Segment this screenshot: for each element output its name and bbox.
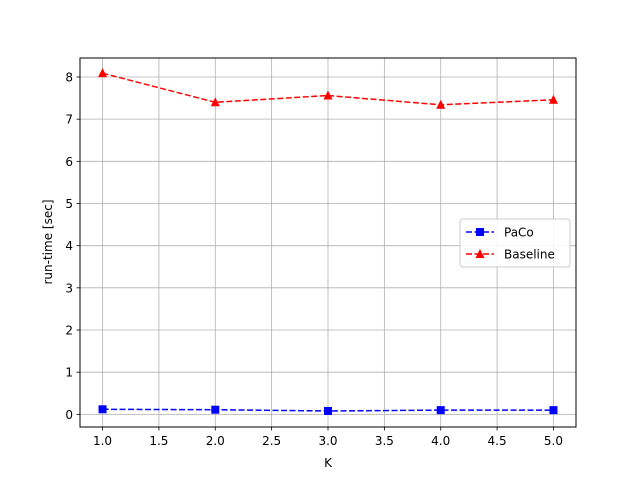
series-baseline [98, 68, 558, 109]
legend-marker-paco [476, 228, 484, 236]
data-point-baseline [210, 97, 220, 107]
y-tick-label: 5 [65, 197, 73, 211]
y-tick-label: 0 [65, 408, 73, 422]
y-tick-label: 1 [65, 366, 73, 380]
x-tick-label: 1.5 [149, 434, 168, 448]
y-tick-label: 7 [65, 113, 73, 127]
x-axis-label: K [324, 456, 333, 470]
x-tick-label: 1.0 [93, 434, 112, 448]
y-tick-label: 4 [65, 239, 73, 253]
data-point-baseline [548, 94, 558, 104]
y-tick-label: 6 [65, 155, 73, 169]
data-point-baseline [436, 99, 446, 109]
legend-label-paco: PaCo [504, 226, 534, 240]
legend-label-baseline: Baseline [504, 248, 555, 262]
data-point-paco [98, 405, 107, 414]
data-point-paco [324, 406, 332, 415]
x-tick-label: 3.0 [318, 434, 337, 448]
y-tick-label: 3 [65, 281, 73, 295]
data-point-baseline [98, 68, 108, 78]
x-tick-label: 2.0 [206, 434, 225, 448]
x-tick-label: 4.0 [431, 434, 450, 448]
y-axis-ticks: 0 1 2 3 4 5 6 7 8 [65, 70, 80, 422]
x-tick-label: 3.5 [375, 434, 394, 448]
x-tick-label: 2.5 [262, 434, 281, 448]
data-point-baseline [323, 90, 333, 100]
data-point-paco [436, 406, 445, 415]
series-layer [98, 68, 558, 415]
y-tick-label: 8 [65, 70, 73, 84]
legend-marker-baseline [475, 249, 485, 258]
series-line-baseline [102, 72, 554, 106]
series-paco [98, 405, 558, 415]
legend: PaCo Baseline [459, 218, 571, 268]
y-tick-label: 2 [65, 324, 73, 338]
data-point-paco [211, 405, 220, 414]
y-axis-label: run-time [sec] [41, 200, 55, 285]
x-tick-label: 5.0 [544, 434, 563, 448]
legend-box [459, 218, 571, 268]
x-tick-label: 4.5 [488, 434, 507, 448]
data-point-paco [549, 406, 558, 415]
x-axis-ticks: 1.0 1.5 2.0 2.5 3.0 3.5 4.0 4.5 5.0 [93, 427, 563, 448]
